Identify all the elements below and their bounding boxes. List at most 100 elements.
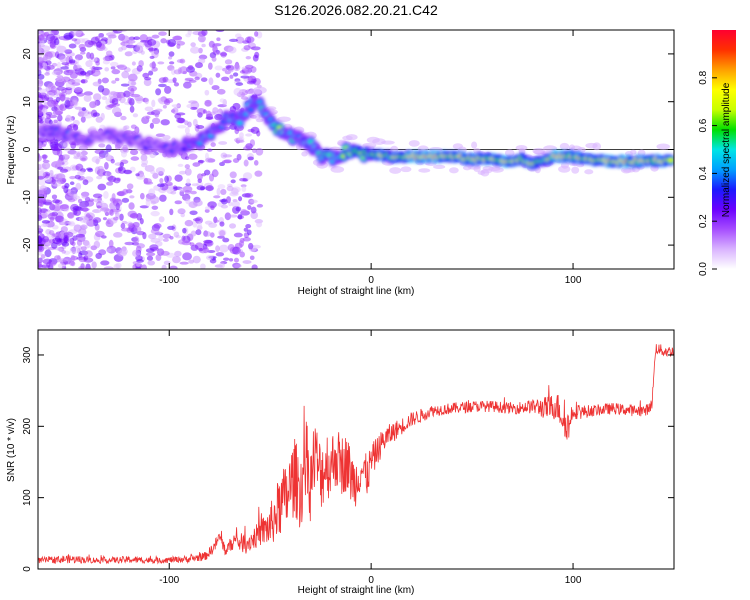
noise-blob bbox=[239, 177, 248, 182]
noise-blob bbox=[133, 36, 141, 41]
noise-blob bbox=[213, 171, 219, 176]
noise-blob bbox=[158, 234, 164, 242]
noise-blob bbox=[141, 264, 147, 269]
noise-blob bbox=[186, 104, 194, 109]
noise-blob bbox=[227, 46, 237, 54]
noise-blob bbox=[251, 264, 258, 269]
noise-blob bbox=[129, 105, 135, 113]
noise-blob bbox=[97, 183, 107, 191]
noise-blob bbox=[59, 168, 69, 173]
noise-blob bbox=[200, 263, 206, 269]
noise-blob bbox=[223, 257, 230, 261]
noise-blob bbox=[40, 45, 51, 52]
noise-blob bbox=[226, 196, 231, 204]
noise-blob bbox=[168, 56, 173, 60]
noise-blob bbox=[41, 56, 52, 62]
noise-blob bbox=[229, 171, 237, 179]
noise-blob bbox=[126, 39, 136, 44]
noise-blob bbox=[140, 192, 145, 200]
noise-blob bbox=[42, 159, 50, 163]
colorbar-tick-label: 0.4 bbox=[698, 166, 709, 180]
noise-blob bbox=[255, 147, 264, 156]
noise-blob bbox=[76, 38, 86, 44]
noise-blob bbox=[187, 30, 192, 36]
noise-blob bbox=[177, 163, 184, 167]
noise-blob bbox=[46, 65, 55, 70]
noise-blob bbox=[73, 209, 82, 216]
noise-blob bbox=[158, 77, 167, 84]
noise-blob bbox=[277, 116, 291, 122]
noise-blob bbox=[80, 246, 87, 251]
noise-blob bbox=[212, 107, 219, 114]
noise-blob bbox=[44, 249, 52, 258]
noise-blob bbox=[84, 242, 91, 249]
noise-blob bbox=[50, 85, 57, 93]
noise-blob bbox=[190, 230, 197, 237]
spectrogram-ridge bbox=[38, 95, 674, 170]
noise-blob bbox=[172, 255, 181, 264]
snr-y-axis-label: SNR (10 * v/v) bbox=[6, 418, 17, 482]
noise-blob bbox=[157, 61, 165, 65]
noise-blob bbox=[155, 240, 163, 247]
noise-blob bbox=[146, 255, 154, 261]
noise-blob bbox=[127, 97, 132, 104]
spectrogram-x-axis-label: Height of straight line (km) bbox=[298, 286, 415, 297]
noise-blob bbox=[174, 200, 183, 205]
noise-blob bbox=[204, 99, 212, 107]
noise-blob bbox=[59, 104, 64, 111]
noise-blob bbox=[151, 66, 158, 72]
noise-blob bbox=[211, 85, 220, 91]
noise-blob bbox=[125, 44, 136, 49]
noise-blob bbox=[345, 134, 358, 141]
noise-blob bbox=[216, 88, 226, 95]
noise-blob bbox=[80, 224, 88, 230]
noise-blob bbox=[229, 74, 234, 79]
noise-blob bbox=[111, 98, 119, 105]
ridge-core bbox=[237, 121, 243, 125]
noise-blob bbox=[145, 199, 151, 207]
noise-blob bbox=[480, 169, 490, 177]
noise-blob bbox=[72, 98, 78, 105]
noise-blob bbox=[136, 259, 144, 263]
noise-blob bbox=[186, 178, 191, 185]
noise-blob bbox=[215, 72, 221, 78]
noise-blob bbox=[188, 79, 197, 83]
noise-blob bbox=[38, 235, 43, 244]
noise-blob bbox=[571, 166, 580, 174]
noise-blob bbox=[101, 77, 109, 84]
noise-blob bbox=[229, 258, 234, 262]
noise-blob bbox=[130, 81, 137, 86]
noise-blob bbox=[103, 190, 109, 199]
noise-blob bbox=[239, 251, 246, 258]
noise-blob bbox=[244, 192, 254, 198]
colorbar-label: Normalized spectral amplitude bbox=[721, 82, 732, 217]
noise-blob bbox=[38, 97, 43, 105]
noise-blob bbox=[62, 141, 69, 148]
noise-blob bbox=[38, 34, 45, 42]
snr-y-tick-label: 200 bbox=[22, 418, 33, 435]
noise-blob bbox=[45, 111, 53, 116]
noise-blob bbox=[71, 38, 78, 42]
noise-blob bbox=[93, 240, 101, 249]
noise-blob bbox=[235, 206, 242, 212]
noise-blob bbox=[121, 197, 130, 203]
noise-blob bbox=[207, 201, 217, 209]
noise-blob bbox=[80, 79, 86, 84]
noise-blob bbox=[177, 67, 182, 75]
noise-blob bbox=[151, 99, 156, 108]
noise-blob bbox=[84, 266, 92, 269]
noise-blob bbox=[174, 174, 183, 182]
noise-blob bbox=[45, 60, 52, 66]
noise-blob bbox=[159, 177, 164, 184]
noise-blob bbox=[146, 111, 155, 116]
noise-blob bbox=[242, 260, 252, 264]
noise-blob bbox=[149, 55, 155, 60]
noise-blob bbox=[104, 162, 109, 170]
noise-blob bbox=[144, 106, 154, 112]
noise-blob bbox=[225, 65, 232, 69]
noise-blob bbox=[372, 138, 386, 145]
noise-blob bbox=[96, 205, 101, 209]
noise-blob bbox=[253, 160, 259, 166]
noise-blob bbox=[216, 187, 221, 196]
noise-blob bbox=[241, 185, 247, 192]
